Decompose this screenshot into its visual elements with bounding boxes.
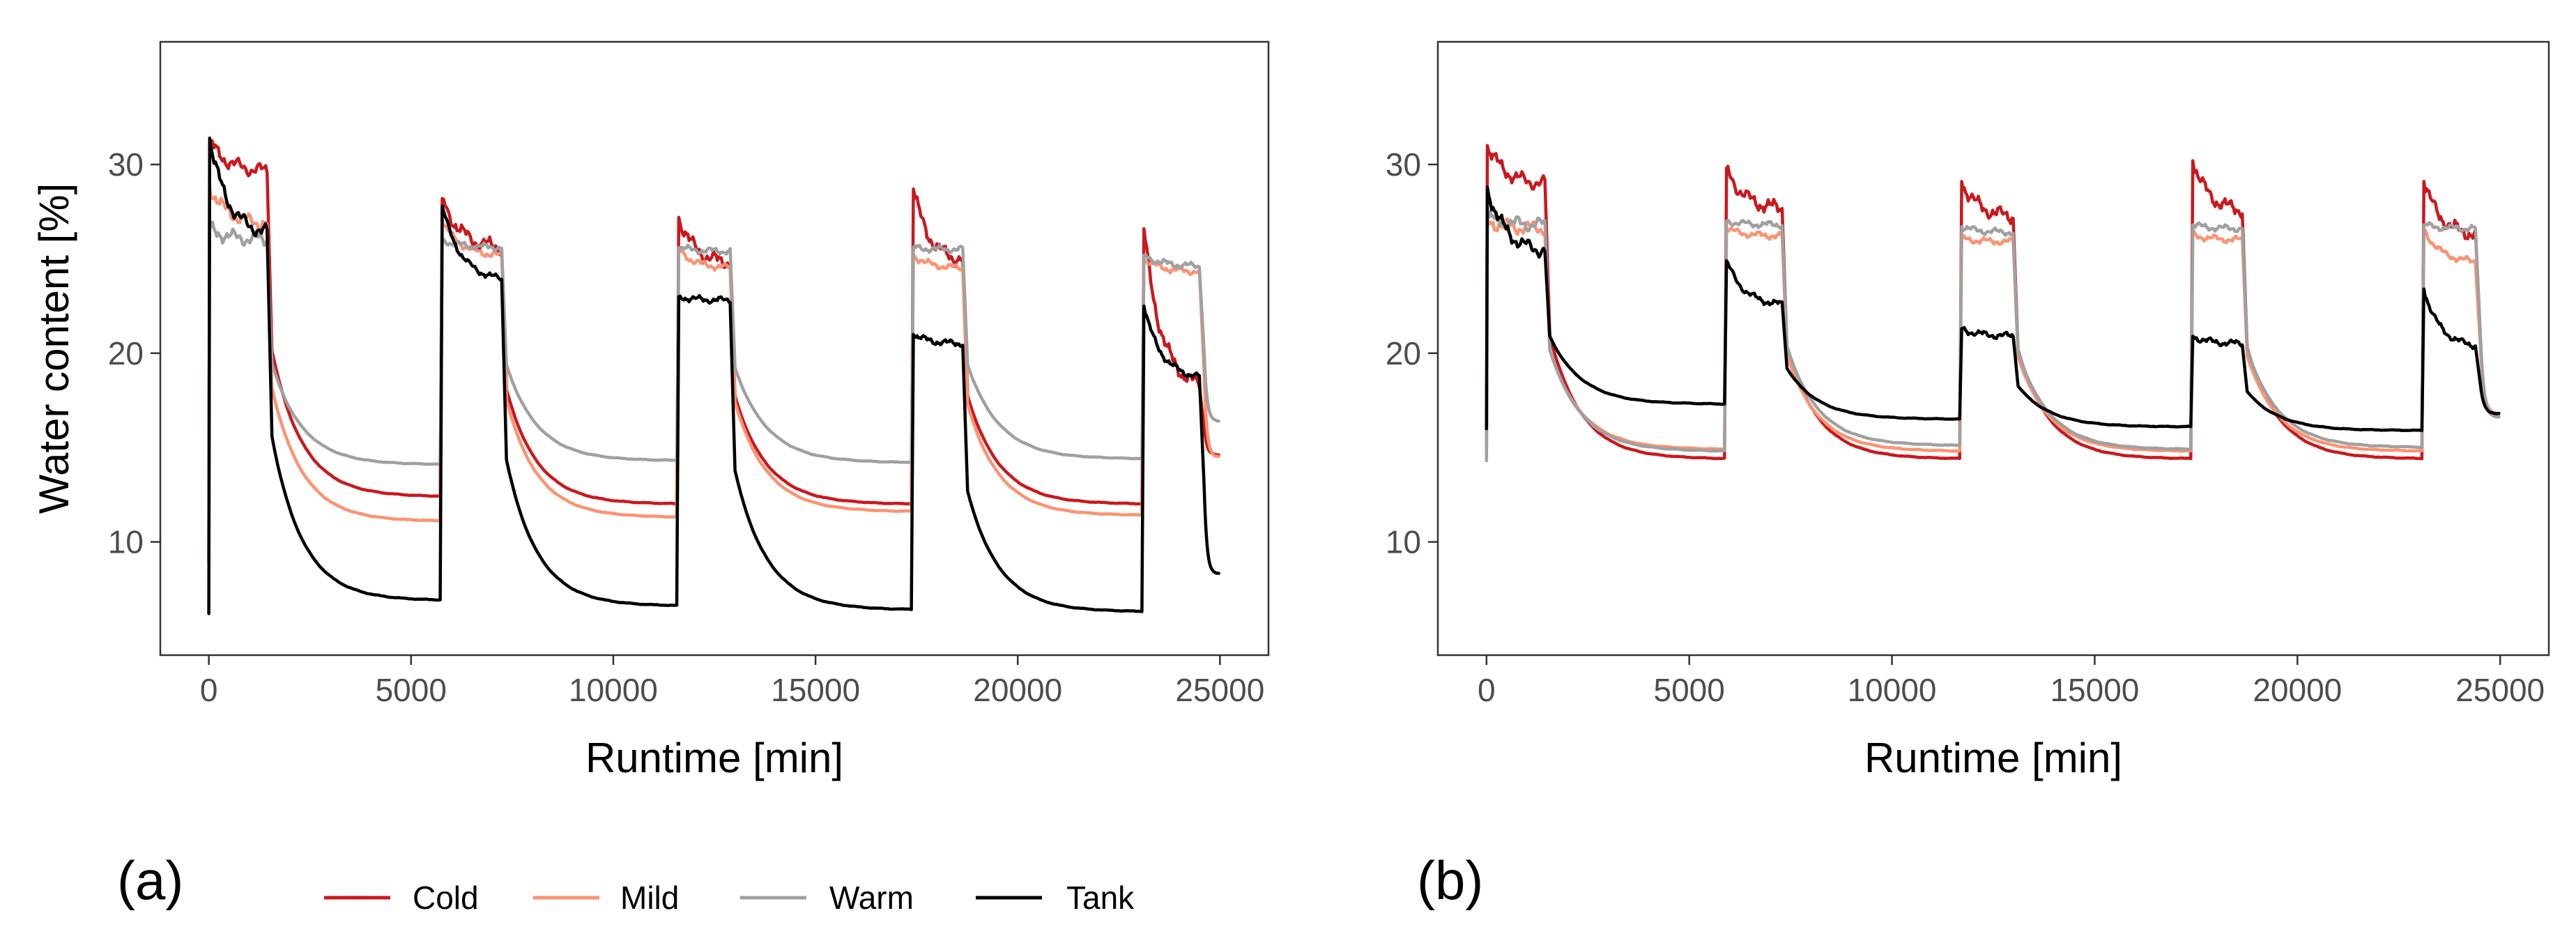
panel-a-series-warm-line (207, 220, 1220, 562)
panel-b-frame (1436, 40, 2550, 657)
panel-a-y-tick-label-20: 20 (108, 335, 144, 371)
panel-a-series (207, 136, 1220, 615)
panel-b-y-tick-label-20: 20 (1386, 335, 1421, 371)
panel-b-x-tick-label-0: 0 (1478, 672, 1496, 708)
panel-b-x-tick-label-15000: 15000 (2050, 672, 2139, 708)
panel-a-x-tick-label-25000: 25000 (1175, 672, 1264, 708)
panel-a-x-tick-label-10000: 10000 (569, 672, 658, 708)
panel-b-x-tick-label-10000: 10000 (1848, 672, 1937, 708)
panel-a-x-axis-title: Runtime [min] (585, 735, 843, 781)
panel-a-x-tick-label-0: 0 (200, 672, 218, 708)
legend-label-tank: Tank (1066, 880, 1135, 916)
panel-b-x-axis-title: Runtime [min] (1864, 735, 2122, 781)
legend-item-cold: Cold (324, 880, 479, 916)
legend-label-warm: Warm (829, 880, 914, 916)
panel-a-x-tick-label-20000: 20000 (973, 672, 1062, 708)
panel-b-series-cold-line (1485, 144, 2501, 461)
panel-a-x-tick-label-15000: 15000 (771, 672, 860, 708)
panel-a-label: (a) (117, 850, 183, 911)
panel-b-x-tick-label-25000: 25000 (2455, 672, 2545, 708)
panel-b-series-tank-line (1485, 185, 2501, 432)
panel-b-x-tick-label-20000: 20000 (2253, 672, 2342, 708)
legend: Cold Mild Warm Tank (324, 880, 1135, 916)
panel-b-series-warm-line (1485, 210, 2501, 463)
legend-item-warm: Warm (740, 880, 914, 916)
panel-b-series (1485, 144, 2501, 463)
panel-b-x-tick-label-5000: 5000 (1654, 672, 1725, 708)
panel-a-series-mild-line (207, 185, 1220, 562)
panel-a-chart: 0 5000 10000 15000 20000 25000 10 20 30 Runtime… (31, 40, 1270, 911)
legend-item-mild: Mild (533, 880, 679, 916)
panel-a-x-ticks: 0 5000 10000 15000 20000 25000 (200, 655, 1264, 708)
panel-a-series-cold-line (207, 139, 1220, 562)
legend-label-cold: Cold (413, 880, 479, 916)
legend-label-mild: Mild (620, 880, 679, 916)
panel-b-y-ticks: 10 20 30 (1386, 146, 1438, 560)
panel-a-y-tick-label-30: 30 (108, 146, 144, 183)
panel-b-y-tick-label-10: 10 (1386, 524, 1421, 560)
panel-a-series-tank-line (207, 136, 1220, 615)
panel-b-y-tick-label-30: 30 (1386, 146, 1421, 183)
legend-item-tank: Tank (976, 880, 1135, 916)
panel-a-y-ticks: 10 20 30 (108, 146, 160, 560)
panel-b-chart: 0 5000 10000 15000 20000 25000 10 20 30 Runtime… (1386, 40, 2550, 911)
panel-b-label: (b) (1417, 850, 1483, 911)
panel-a-x-tick-label-5000: 5000 (376, 672, 447, 708)
panel-a-y-tick-label-10: 10 (108, 524, 144, 560)
panel-a-frame (159, 40, 1270, 657)
panel-a-y-axis-title: Water content [%] (31, 183, 77, 514)
panel-b-x-ticks: 0 5000 10000 15000 20000 25000 (1478, 655, 2545, 708)
